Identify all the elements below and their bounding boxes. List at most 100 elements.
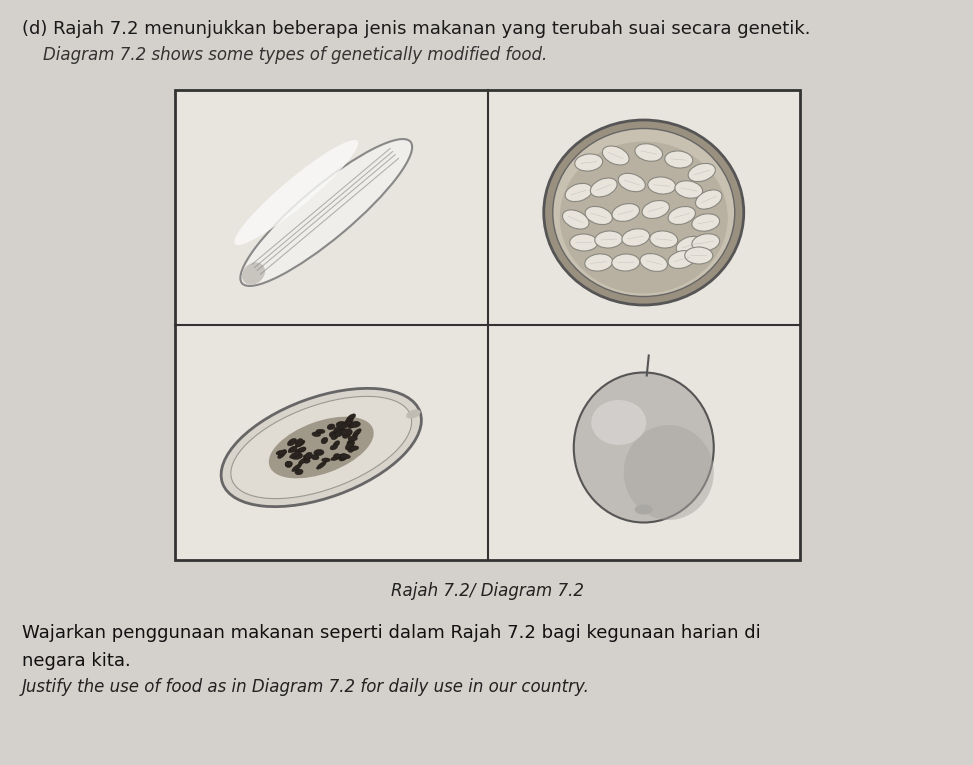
Ellipse shape [231, 396, 412, 499]
Ellipse shape [612, 254, 639, 271]
Ellipse shape [331, 456, 340, 461]
Ellipse shape [269, 417, 374, 478]
Ellipse shape [276, 450, 287, 455]
Ellipse shape [295, 469, 303, 475]
Ellipse shape [349, 422, 360, 428]
Ellipse shape [348, 422, 358, 428]
Bar [175, 325, 487, 560]
Ellipse shape [562, 210, 589, 229]
Ellipse shape [553, 129, 735, 297]
Ellipse shape [347, 440, 354, 447]
Ellipse shape [696, 190, 722, 209]
Ellipse shape [565, 184, 593, 202]
Ellipse shape [296, 441, 305, 448]
Ellipse shape [311, 454, 319, 460]
Ellipse shape [570, 234, 597, 251]
Ellipse shape [295, 448, 306, 453]
Ellipse shape [688, 164, 715, 181]
Ellipse shape [668, 207, 696, 224]
Ellipse shape [635, 144, 663, 161]
Ellipse shape [591, 178, 617, 197]
Ellipse shape [240, 139, 413, 286]
Ellipse shape [234, 140, 358, 245]
Ellipse shape [285, 461, 292, 467]
Bar [487, 325, 800, 560]
Ellipse shape [288, 447, 296, 453]
Bar [175, 90, 487, 325]
Ellipse shape [668, 250, 696, 269]
Ellipse shape [340, 454, 350, 459]
Ellipse shape [406, 409, 420, 418]
Ellipse shape [334, 427, 345, 434]
Bar [175, 90, 800, 560]
Ellipse shape [612, 203, 639, 221]
Ellipse shape [342, 430, 352, 438]
Ellipse shape [334, 426, 341, 433]
Ellipse shape [331, 433, 338, 440]
Ellipse shape [299, 447, 306, 452]
Ellipse shape [292, 464, 302, 471]
Ellipse shape [346, 414, 355, 422]
Ellipse shape [322, 458, 330, 462]
Text: Rajah 7.2/ Diagram 7.2: Rajah 7.2/ Diagram 7.2 [391, 582, 584, 600]
Ellipse shape [675, 181, 703, 198]
Ellipse shape [221, 389, 421, 506]
Ellipse shape [685, 247, 713, 264]
Ellipse shape [634, 504, 653, 515]
Ellipse shape [352, 428, 361, 437]
Ellipse shape [344, 418, 353, 424]
Ellipse shape [624, 425, 714, 520]
Ellipse shape [348, 436, 357, 441]
Ellipse shape [321, 438, 328, 444]
Ellipse shape [622, 229, 650, 246]
Ellipse shape [291, 453, 303, 460]
Ellipse shape [334, 441, 340, 447]
Ellipse shape [602, 146, 630, 165]
Ellipse shape [334, 454, 341, 458]
Ellipse shape [347, 445, 355, 452]
Text: negara kita.: negara kita. [22, 652, 130, 670]
Ellipse shape [316, 429, 325, 434]
Text: Justify the use of food as in Diagram 7.2 for daily use in our country.: Justify the use of food as in Diagram 7.… [22, 678, 590, 696]
Ellipse shape [290, 451, 300, 458]
Ellipse shape [290, 446, 297, 452]
Ellipse shape [692, 234, 720, 251]
Ellipse shape [345, 441, 354, 450]
Ellipse shape [341, 429, 352, 435]
Ellipse shape [327, 424, 335, 430]
Ellipse shape [350, 446, 359, 451]
Ellipse shape [302, 457, 310, 464]
Ellipse shape [676, 236, 703, 255]
Ellipse shape [329, 431, 336, 437]
Ellipse shape [314, 449, 324, 456]
Text: Diagram 7.2 shows some types of genetically modified food.: Diagram 7.2 shows some types of genetica… [22, 46, 547, 64]
Ellipse shape [559, 142, 728, 294]
Ellipse shape [299, 459, 306, 465]
Ellipse shape [339, 454, 346, 461]
Ellipse shape [642, 200, 669, 219]
Ellipse shape [330, 444, 338, 450]
Ellipse shape [349, 434, 358, 443]
Ellipse shape [595, 231, 623, 248]
Ellipse shape [295, 438, 304, 447]
Ellipse shape [287, 438, 297, 446]
Ellipse shape [339, 454, 347, 460]
Ellipse shape [574, 373, 714, 522]
Ellipse shape [316, 461, 326, 469]
Ellipse shape [335, 429, 344, 437]
Ellipse shape [618, 174, 645, 192]
Ellipse shape [544, 120, 743, 305]
Ellipse shape [640, 253, 667, 272]
Ellipse shape [305, 452, 312, 460]
Ellipse shape [592, 400, 646, 445]
Ellipse shape [285, 461, 293, 467]
Ellipse shape [312, 432, 321, 437]
Ellipse shape [665, 151, 693, 168]
Ellipse shape [692, 213, 720, 231]
Ellipse shape [342, 421, 350, 428]
Bar [487, 90, 800, 325]
Ellipse shape [304, 454, 311, 459]
Ellipse shape [277, 450, 286, 458]
Ellipse shape [575, 154, 602, 171]
Text: (d) Rajah 7.2 menunjukkan beberapa jenis makanan yang terubah suai secara geneti: (d) Rajah 7.2 menunjukkan beberapa jenis… [22, 20, 811, 38]
